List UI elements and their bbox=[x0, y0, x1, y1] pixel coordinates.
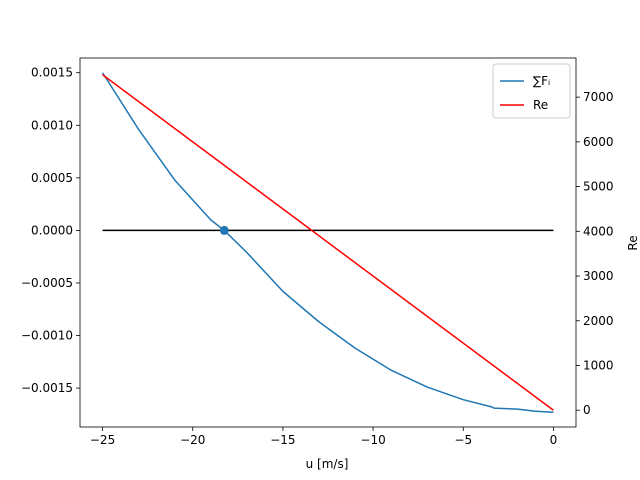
y-left-tick-label: −0.0015 bbox=[21, 381, 73, 395]
series-line-re bbox=[102, 74, 554, 411]
y-left-tick-label: −0.0005 bbox=[21, 276, 73, 290]
y-right-tick-label: 0 bbox=[583, 403, 591, 417]
plot-area bbox=[101, 72, 554, 414]
y-right-tick-label: 2000 bbox=[583, 314, 614, 328]
y-left-tick-label: 0.0005 bbox=[31, 171, 73, 185]
series-line-force-sum bbox=[101, 72, 554, 414]
x-tick-label: 0 bbox=[550, 433, 558, 447]
x-tick-label: −15 bbox=[270, 433, 295, 447]
legend-box bbox=[492, 63, 571, 119]
y-right-tick-label: 5000 bbox=[583, 180, 614, 194]
legend-label: Re bbox=[533, 98, 548, 112]
x-tick-label: −10 bbox=[360, 433, 385, 447]
plot-frame bbox=[79, 57, 577, 428]
y-right-tick-label: 3000 bbox=[583, 269, 614, 283]
y-axis-left: 0.0015 0.0010 0.0005 0.0000 −0.0005 −0.0010 −0… bbox=[21, 66, 80, 395]
y-left-tick-label: 0.0000 bbox=[31, 223, 73, 237]
y-left-tick-label: −0.0010 bbox=[21, 329, 73, 343]
y-right-tick-label: 4000 bbox=[583, 224, 614, 238]
x-tick-label: −20 bbox=[180, 433, 205, 447]
x-tick-label: −5 bbox=[454, 433, 472, 447]
y-right-tick-label: 7000 bbox=[583, 90, 614, 104]
x-tick-label: −25 bbox=[90, 433, 115, 447]
legend-label: ∑Fᵢ bbox=[533, 74, 550, 88]
y-left-tick-label: 0.0010 bbox=[31, 118, 73, 132]
y-left-tick-label: 0.0015 bbox=[31, 66, 73, 80]
y-right-tick-label: 1000 bbox=[583, 359, 614, 373]
root-marker bbox=[219, 225, 229, 235]
y-axis-right-label: Re bbox=[626, 235, 640, 250]
legend: ∑Fᵢ Re bbox=[492, 63, 571, 119]
y-right-tick-label: 6000 bbox=[583, 135, 614, 149]
x-axis: −25 −20 −15 −10 −5 0 bbox=[90, 427, 557, 447]
x-axis-label: u [m/s] bbox=[306, 457, 349, 471]
y-axis-right: 0 1000 2000 3000 4000 5000 6000 7000 bbox=[576, 90, 614, 417]
